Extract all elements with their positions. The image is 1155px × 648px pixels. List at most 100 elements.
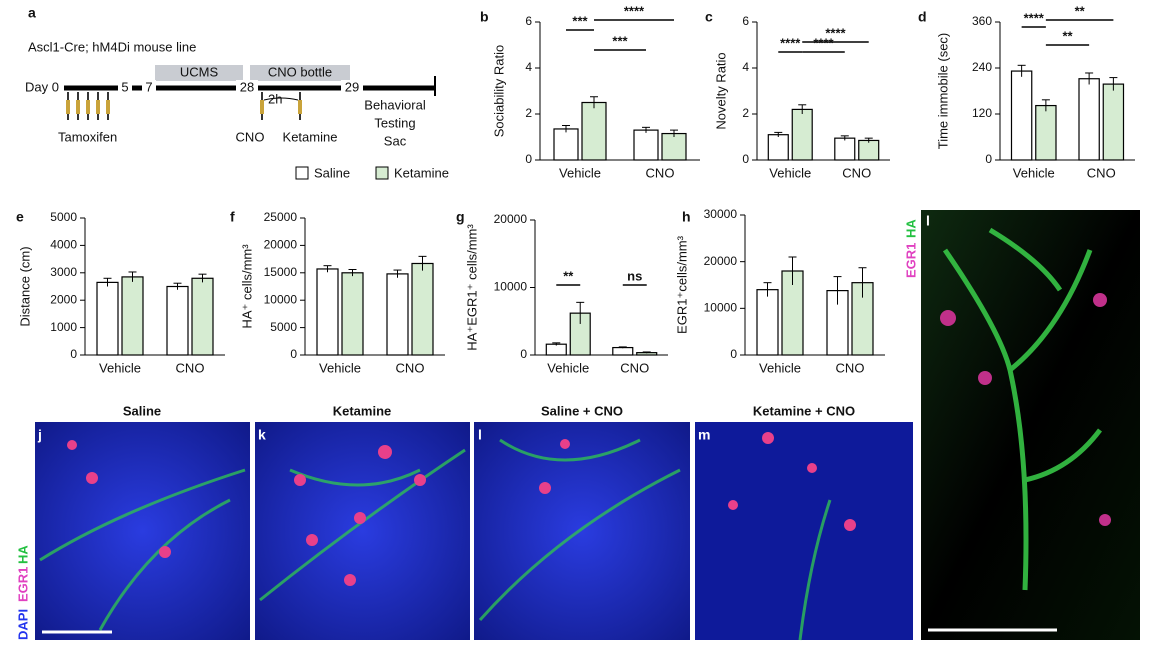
image (255, 422, 470, 640)
bar (545, 343, 567, 356)
y-tick-label: 2 (525, 106, 532, 120)
y-label-group: Sociability Ratio (491, 45, 506, 138)
panel-letter: k (258, 427, 266, 443)
image-title: Ketamine + CNO (753, 403, 855, 418)
sig-label: **** (1024, 10, 1045, 25)
error-bar (864, 137, 873, 143)
y-label-group: Novelty Ratio (713, 52, 728, 129)
y-axis-label: Sociability Ratio (491, 45, 506, 138)
y-tick-label: 10000 (494, 280, 528, 294)
bar (386, 273, 409, 356)
y-tick-label: 0 (520, 347, 527, 361)
bar (341, 272, 364, 356)
y-axis-label: HA⁺ cells/mm³ (239, 244, 254, 329)
y-tick-label: 0 (742, 152, 749, 166)
stain-egr1: EGR1 (903, 243, 918, 278)
label-bg (118, 80, 132, 96)
bar (411, 262, 434, 356)
x-tick-label: CNO (646, 165, 675, 180)
bar (1102, 83, 1125, 161)
error-bar (1017, 64, 1026, 77)
label-bg (142, 80, 156, 96)
bar (661, 132, 687, 161)
day: 7 (145, 79, 152, 94)
outcome: Sac (384, 133, 407, 148)
bar (1010, 70, 1033, 161)
panel-letter: j (37, 427, 42, 443)
x-tick-label: CNO (842, 165, 871, 180)
y-tick-label: 10000 (264, 292, 298, 306)
x-tick-label: Vehicle (769, 165, 811, 180)
label-bg (236, 80, 258, 96)
panel-a: a Ascl1-Cre; hM4Di mouse line UCMS CNO b… (22, 5, 436, 148)
label-bg (341, 80, 363, 96)
outcome: Behavioral (364, 97, 426, 112)
y-axis-label: HA⁺EGR1⁺ cells/mm³ (464, 224, 479, 351)
y-tick-label: 20000 (494, 212, 528, 226)
y-tick-label: 0 (525, 152, 532, 166)
y-tick-label: 6 (742, 14, 749, 28)
bar (858, 139, 880, 161)
line-title: Ascl1-Cre; hM4Di mouse line (28, 39, 196, 54)
y-tick-label: 5000 (50, 210, 77, 224)
syringe-bodies (66, 100, 302, 114)
micrographs: Saline Ketamine Saline + CNO Ketamine + … (15, 210, 1140, 641)
sig-label: ** (1062, 28, 1073, 43)
x-tick-label: Vehicle (319, 360, 361, 375)
error-bar (348, 269, 357, 277)
y-tick-label: 10000 (704, 301, 738, 315)
bar (166, 285, 189, 356)
x-tick-label: Vehicle (547, 360, 589, 375)
treatment: CNO (236, 129, 265, 144)
x-tick-label: Vehicle (1013, 165, 1055, 180)
x-tick-label: CNO (176, 360, 205, 375)
day: Day 0 (25, 79, 59, 94)
sig-label: ** (1075, 3, 1086, 18)
y-axis-label: Distance (cm) (17, 246, 32, 326)
bar (633, 129, 659, 161)
error-bar (788, 256, 797, 285)
stain-ha: HA (903, 219, 918, 238)
error-bar (642, 126, 650, 133)
treatment: Tamoxifen (58, 129, 117, 144)
stain-dapi: DAPI (15, 609, 30, 640)
egr1-nuclei-zoom (940, 293, 1111, 526)
error-bar (128, 271, 137, 282)
error-bar (103, 277, 112, 287)
day: 28 (240, 79, 254, 94)
y-label-group: HA⁺ cells/mm³ (239, 244, 254, 329)
error-bar (798, 104, 807, 114)
y-tick-label: 25000 (264, 210, 298, 224)
error-bar (393, 269, 402, 278)
bar (767, 134, 789, 161)
day: 29 (345, 79, 359, 94)
x-tick-label: CNO (396, 360, 425, 375)
egr1-nuclei (67, 432, 856, 586)
delay: 2h (268, 91, 282, 106)
y-tick-label: 2000 (50, 292, 77, 306)
y-tick-label: 360 (972, 14, 992, 28)
bar (1078, 78, 1100, 161)
y-tick-label: 30000 (704, 207, 738, 221)
day: 5 (121, 79, 128, 94)
y-tick-label: 4 (742, 60, 749, 74)
panel-letter: g (456, 209, 465, 225)
cno-box (250, 65, 350, 81)
error-bar (763, 282, 772, 297)
y-tick-label: 6 (525, 14, 532, 28)
x-tick-label: CNO (620, 360, 649, 375)
error-bar (173, 282, 182, 290)
x-tick-label: CNO (1087, 165, 1116, 180)
bar (612, 346, 634, 356)
error-bar (418, 255, 427, 271)
label-bg (22, 80, 64, 96)
x-tick-label: Vehicle (759, 360, 801, 375)
image (35, 422, 250, 640)
y-tick-label: 4 (525, 60, 532, 74)
ha-fibers-zoom (942, 227, 1102, 591)
error-bar (562, 125, 570, 133)
treatment: Ketamine (283, 129, 338, 144)
bar (581, 101, 607, 161)
y-tick-label: 20000 (704, 254, 738, 268)
